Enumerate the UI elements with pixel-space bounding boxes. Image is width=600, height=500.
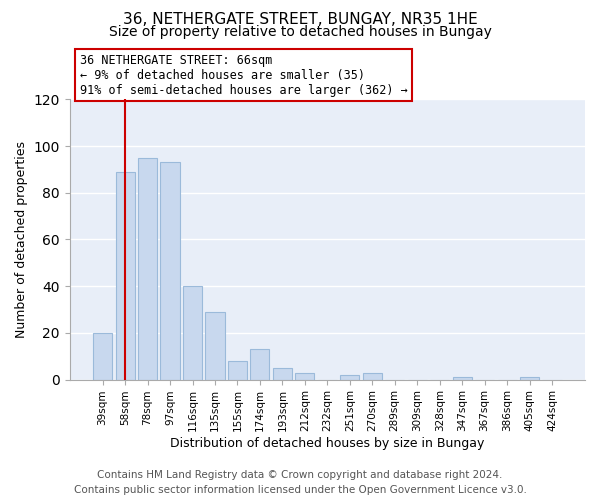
Bar: [340, 375, 359, 380]
Bar: [205, 312, 224, 380]
Bar: [250, 349, 269, 380]
Bar: [452, 378, 472, 380]
Bar: [160, 162, 179, 380]
X-axis label: Distribution of detached houses by size in Bungay: Distribution of detached houses by size …: [170, 437, 485, 450]
Bar: [183, 286, 202, 380]
Bar: [273, 368, 292, 380]
Bar: [93, 333, 112, 380]
Text: Size of property relative to detached houses in Bungay: Size of property relative to detached ho…: [109, 25, 491, 39]
Text: Contains HM Land Registry data © Crown copyright and database right 2024.
Contai: Contains HM Land Registry data © Crown c…: [74, 470, 526, 495]
Bar: [363, 372, 382, 380]
Bar: [138, 158, 157, 380]
Text: 36, NETHERGATE STREET, BUNGAY, NR35 1HE: 36, NETHERGATE STREET, BUNGAY, NR35 1HE: [122, 12, 478, 28]
Y-axis label: Number of detached properties: Number of detached properties: [15, 141, 28, 338]
Bar: [520, 378, 539, 380]
Bar: [228, 361, 247, 380]
Text: 36 NETHERGATE STREET: 66sqm
← 9% of detached houses are smaller (35)
91% of semi: 36 NETHERGATE STREET: 66sqm ← 9% of deta…: [80, 54, 408, 96]
Bar: [116, 172, 134, 380]
Bar: [295, 372, 314, 380]
